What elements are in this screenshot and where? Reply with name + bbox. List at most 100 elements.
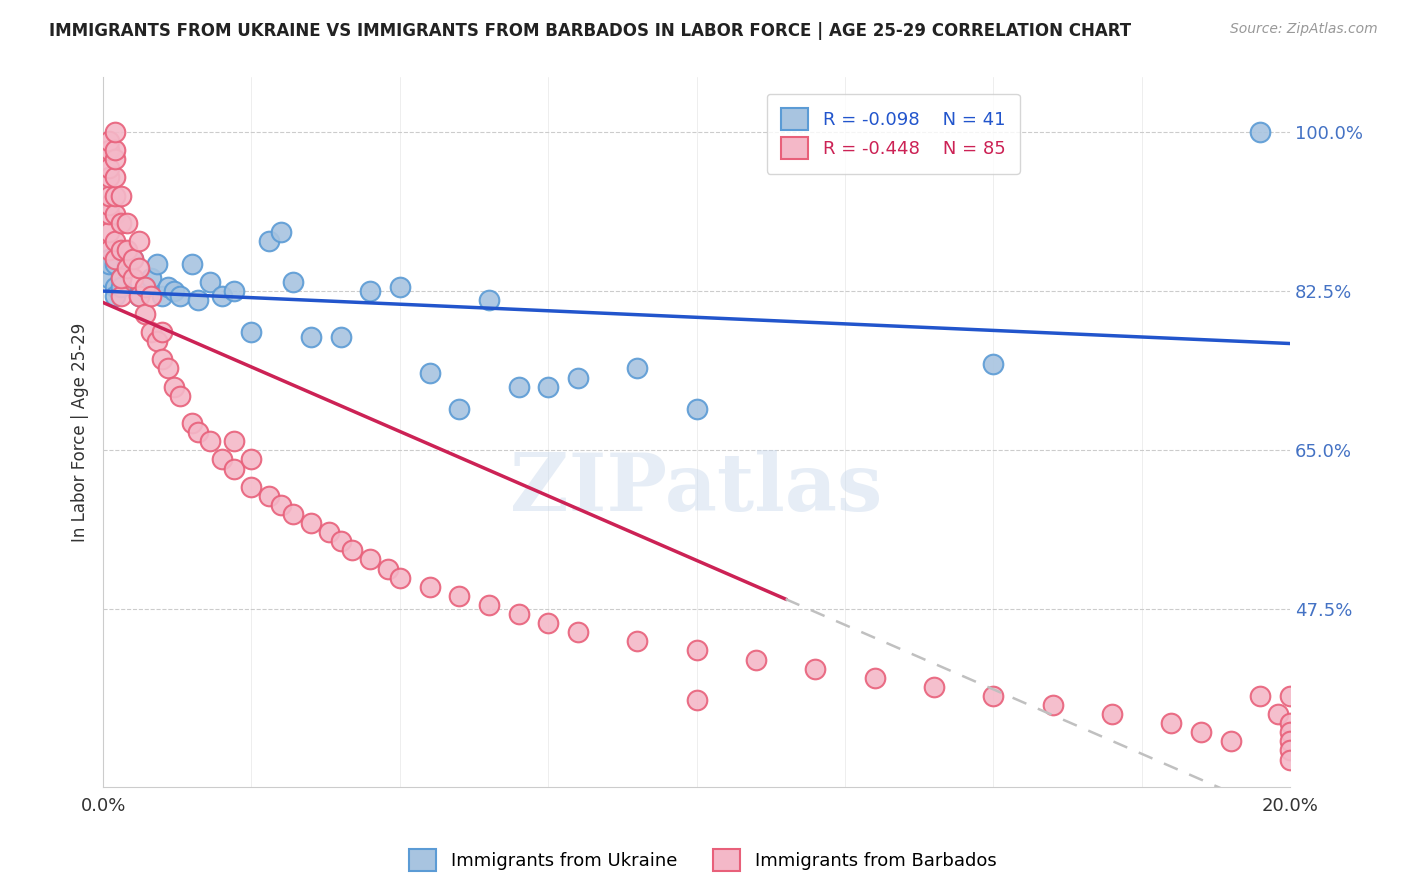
Point	[98, 170, 121, 185]
Point	[181, 257, 204, 271]
Point	[259, 489, 281, 503]
Point	[388, 279, 411, 293]
Point	[567, 370, 589, 384]
Point	[359, 552, 381, 566]
Point	[115, 261, 138, 276]
Point	[128, 261, 150, 276]
Point	[110, 216, 132, 230]
Point	[139, 289, 162, 303]
Point	[110, 244, 132, 258]
Point	[508, 607, 530, 621]
Point	[537, 379, 560, 393]
Point	[377, 561, 399, 575]
Point	[104, 257, 127, 271]
Point	[169, 389, 191, 403]
Point	[804, 662, 827, 676]
Point	[922, 680, 945, 694]
Point	[222, 461, 245, 475]
Point	[121, 252, 143, 267]
Point	[128, 234, 150, 248]
Point	[98, 134, 121, 148]
Point	[1101, 707, 1123, 722]
Point	[1160, 716, 1182, 731]
Point	[145, 257, 167, 271]
Point	[240, 480, 263, 494]
Point	[98, 143, 121, 157]
Point	[110, 270, 132, 285]
Point	[104, 252, 127, 267]
Point	[981, 357, 1004, 371]
Point	[1279, 743, 1302, 757]
Point	[98, 270, 121, 285]
Point	[104, 153, 127, 167]
Text: Source: ZipAtlas.com: Source: ZipAtlas.com	[1230, 22, 1378, 37]
Point	[98, 252, 121, 267]
Point	[110, 289, 132, 303]
Point	[139, 325, 162, 339]
Point	[1267, 707, 1289, 722]
Point	[281, 275, 304, 289]
Point	[626, 634, 648, 648]
Point	[104, 143, 127, 157]
Point	[145, 334, 167, 349]
Point	[104, 234, 127, 248]
Point	[478, 293, 501, 308]
Point	[139, 270, 162, 285]
Point	[104, 279, 127, 293]
Point	[478, 598, 501, 612]
Point	[342, 543, 364, 558]
Point	[110, 188, 132, 202]
Point	[299, 516, 322, 530]
Point	[98, 198, 121, 212]
Point	[181, 416, 204, 430]
Point	[163, 284, 186, 298]
Point	[98, 161, 121, 176]
Point	[222, 284, 245, 298]
Point	[187, 425, 209, 439]
Legend: R = -0.098    N = 41, R = -0.448    N = 85: R = -0.098 N = 41, R = -0.448 N = 85	[766, 94, 1019, 174]
Point	[1279, 689, 1302, 703]
Point	[240, 325, 263, 339]
Y-axis label: In Labor Force | Age 25-29: In Labor Force | Age 25-29	[72, 323, 89, 541]
Point	[134, 279, 156, 293]
Point	[169, 289, 191, 303]
Point	[198, 275, 221, 289]
Point	[121, 252, 143, 267]
Point	[104, 125, 127, 139]
Point	[1279, 716, 1302, 731]
Point	[745, 652, 768, 666]
Point	[152, 289, 174, 303]
Point	[211, 452, 233, 467]
Point	[567, 625, 589, 640]
Point	[211, 289, 233, 303]
Point	[134, 279, 156, 293]
Point	[318, 525, 340, 540]
Point	[281, 507, 304, 521]
Point	[98, 244, 121, 258]
Point	[198, 434, 221, 449]
Point	[104, 207, 127, 221]
Point	[388, 571, 411, 585]
Point	[187, 293, 209, 308]
Point	[157, 279, 180, 293]
Point	[449, 589, 471, 603]
Point	[270, 225, 292, 239]
Point	[104, 188, 127, 202]
Point	[1279, 725, 1302, 739]
Point	[685, 402, 707, 417]
Point	[537, 616, 560, 631]
Point	[1249, 689, 1271, 703]
Point	[981, 689, 1004, 703]
Point	[1042, 698, 1064, 712]
Point	[259, 234, 281, 248]
Point	[115, 257, 138, 271]
Point	[863, 671, 886, 685]
Point	[104, 170, 127, 185]
Point	[270, 498, 292, 512]
Point	[128, 289, 150, 303]
Point	[685, 643, 707, 657]
Point	[329, 534, 352, 549]
Point	[163, 379, 186, 393]
Point	[222, 434, 245, 449]
Point	[240, 452, 263, 467]
